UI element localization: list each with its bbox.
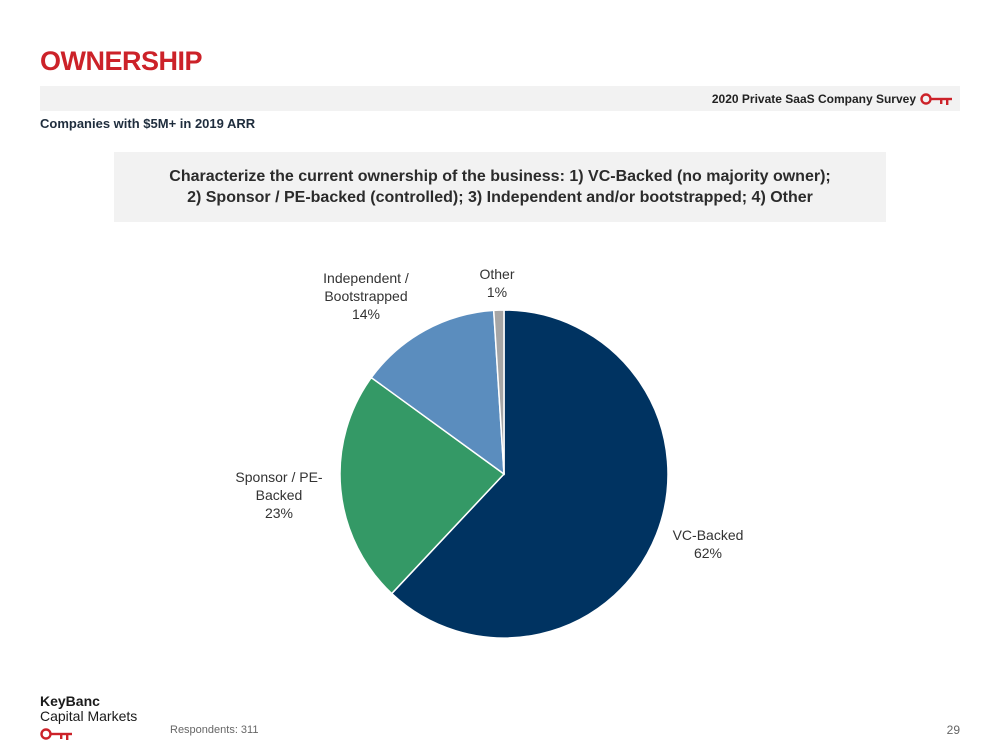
slice-label-sponsor-pe-backed: Sponsor / PE- Backed 23% xyxy=(235,469,322,521)
pie-slice-vc-backed xyxy=(390,309,669,639)
question-box: Characterize the current ownership of th… xyxy=(114,152,886,222)
slice-value-label: 1% xyxy=(487,284,507,300)
slice-name-label: Independent / xyxy=(323,270,409,286)
question-line-2: 2) Sponsor / PE-backed (controlled); 3) … xyxy=(187,189,813,206)
page-number: 29 xyxy=(946,723,960,737)
logo-line-2: Capital Markets xyxy=(40,708,138,724)
logo-line-1: KeyBanc xyxy=(40,693,100,709)
slice-label-other: Other 1% xyxy=(479,266,514,300)
pie-slice-independent-bootstrapped xyxy=(370,309,505,476)
slice-value-label: 23% xyxy=(265,505,293,521)
slice-label-vc-backed: VC-Backed 62% xyxy=(673,527,744,561)
pie-slice-sponsor-pe-backed xyxy=(339,376,506,595)
key-icon xyxy=(920,93,952,105)
pie-slice-other xyxy=(492,309,505,475)
page-subtitle: Companies with $5M+ in 2019 ARR xyxy=(40,116,256,131)
slice-name-label: VC-Backed xyxy=(673,527,744,543)
respondents-count: Respondents: 311 xyxy=(170,724,259,736)
page-title: OWNERSHIP xyxy=(40,46,203,76)
slice-name-label: Bootstrapped xyxy=(324,288,407,304)
slice-name-label: Other xyxy=(479,266,514,282)
slice-name-label: Backed xyxy=(256,487,303,503)
slice-name-label: Sponsor / PE- xyxy=(235,469,322,485)
survey-label: 2020 Private SaaS Company Survey xyxy=(711,92,916,106)
survey-banner: 2020 Private SaaS Company Survey xyxy=(40,86,960,111)
slice-value-label: 14% xyxy=(352,306,380,322)
question-line-1: Characterize the current ownership of th… xyxy=(169,168,831,185)
keybanc-logo: KeyBanc Capital Markets xyxy=(40,694,137,741)
slice-label-independent-bootstrapped: Independent / Bootstrapped 14% xyxy=(323,270,409,322)
key-icon xyxy=(40,728,72,740)
slice-value-label: 62% xyxy=(694,545,722,561)
